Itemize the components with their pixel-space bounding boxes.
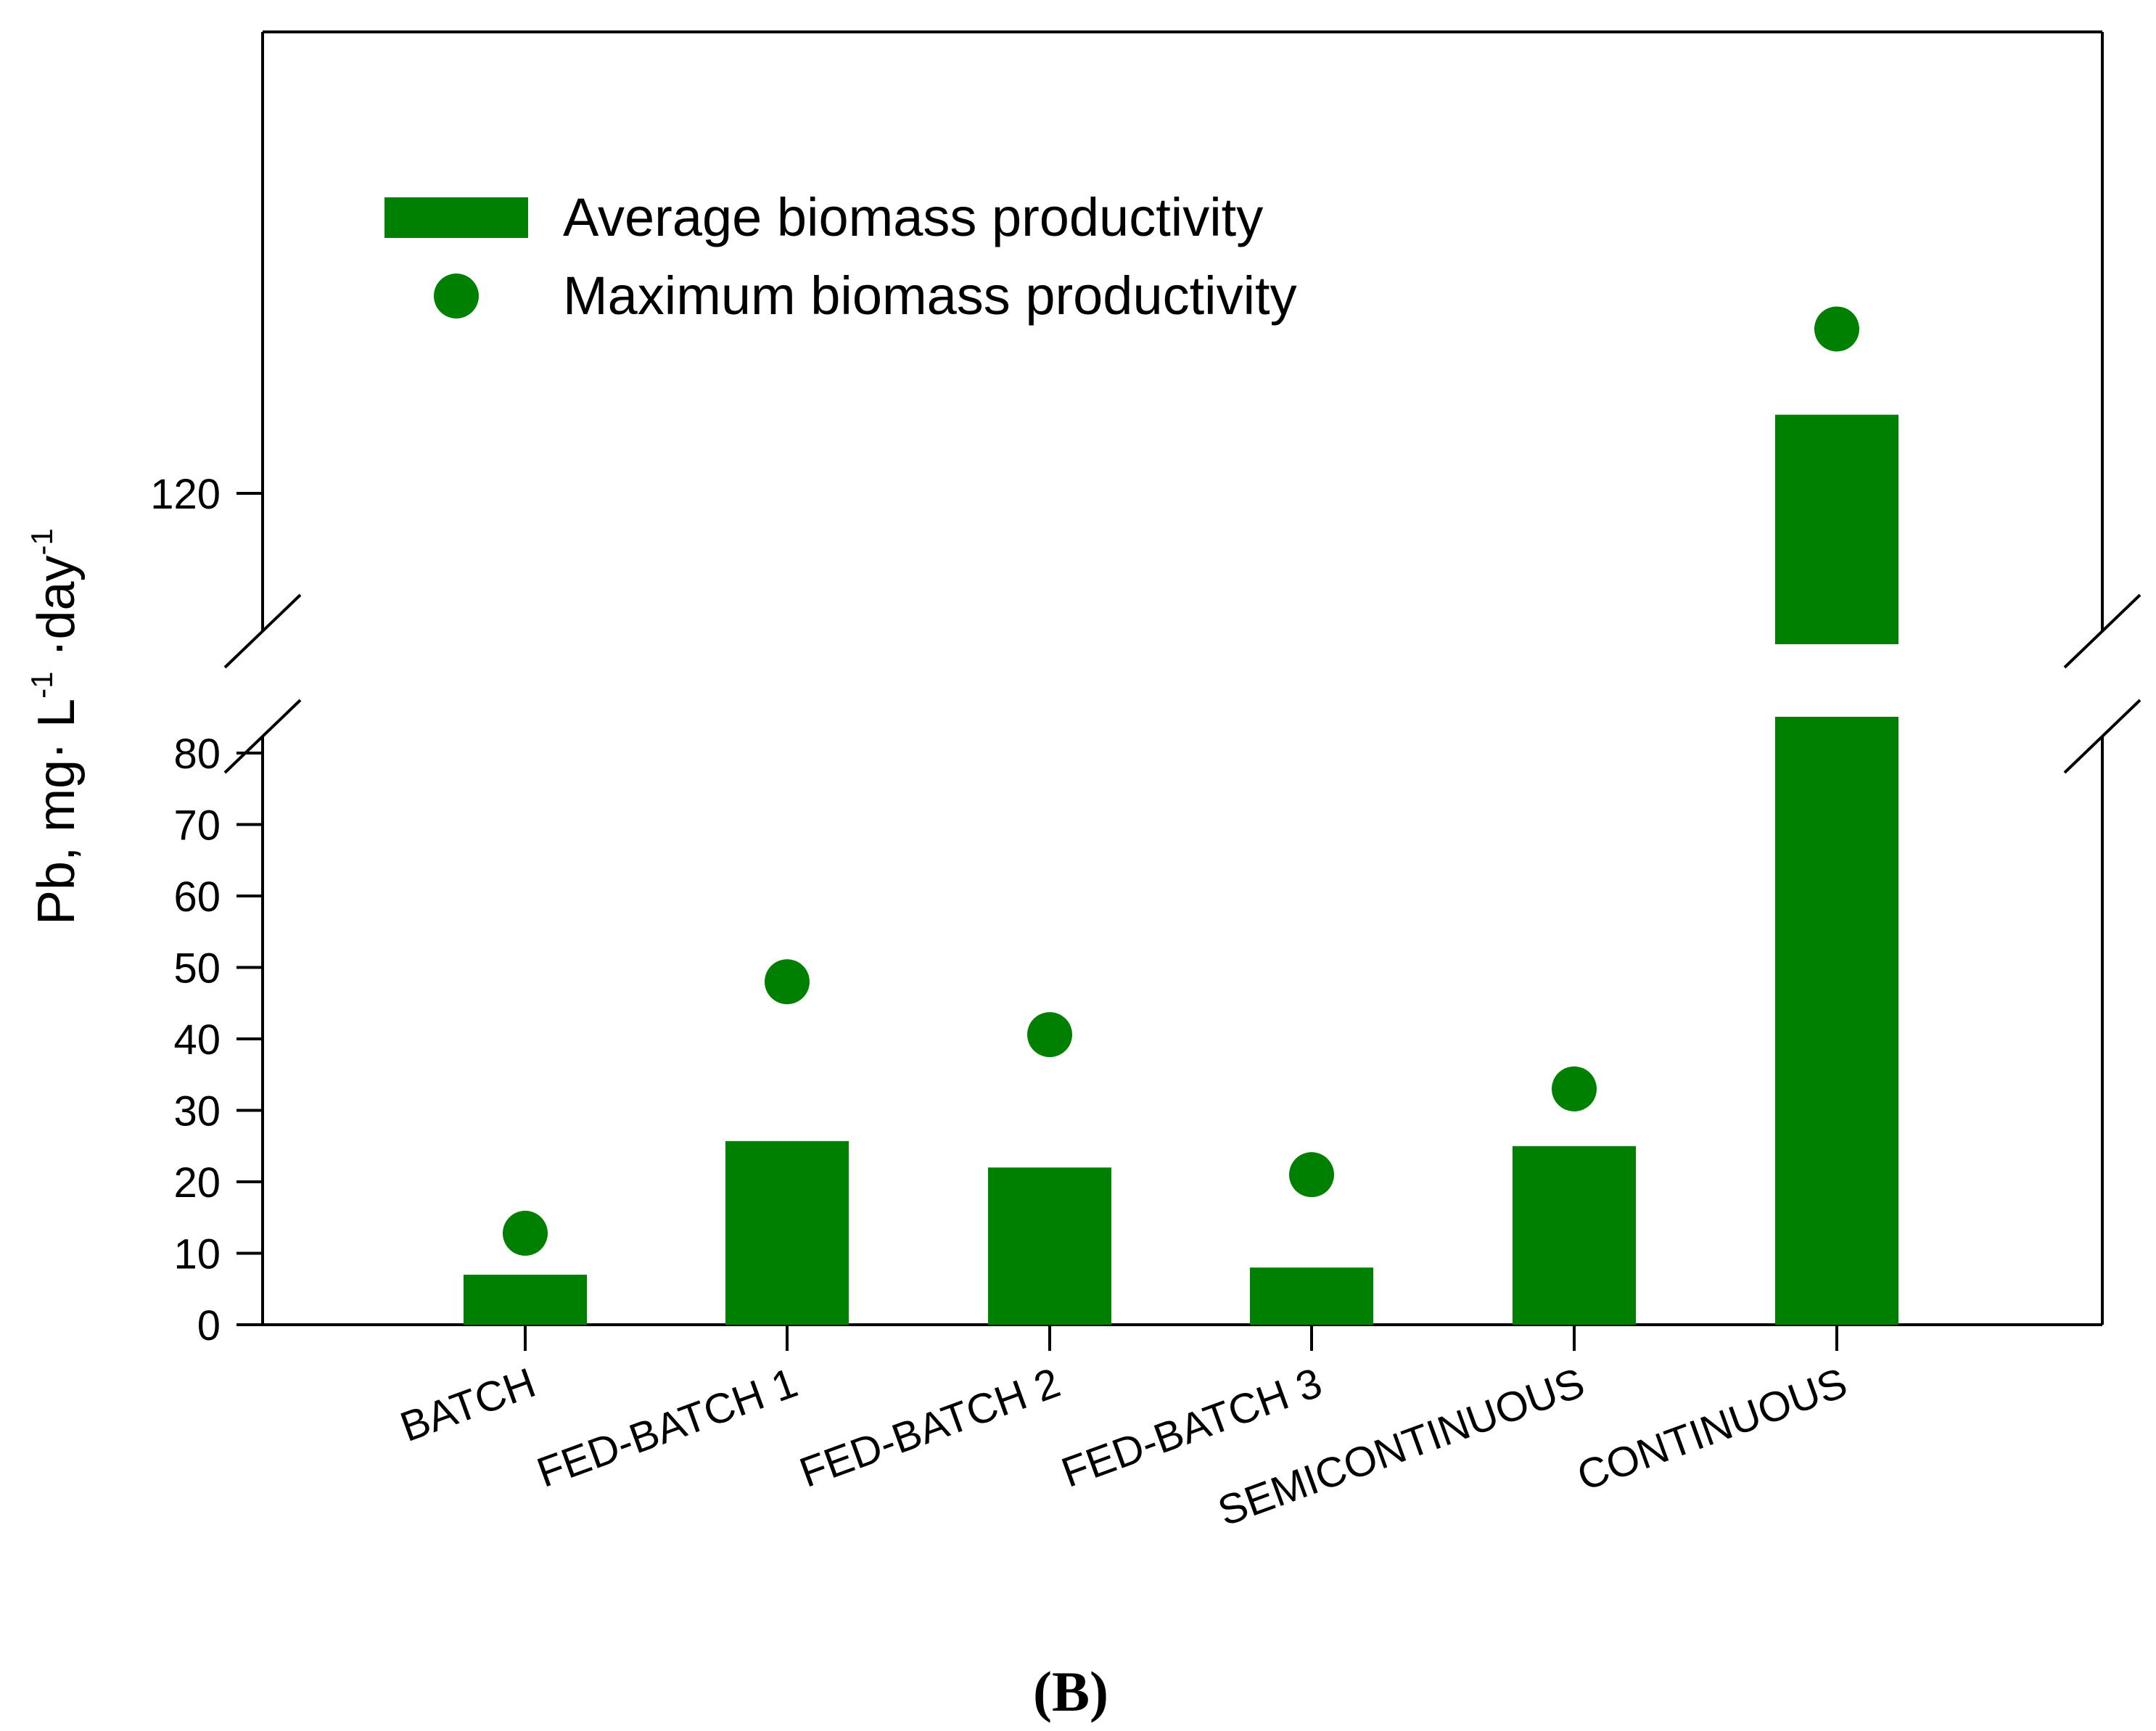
point-fed-batch-3 [1289, 1152, 1334, 1198]
legend-label-maximum: Maximum biomass productivity [563, 266, 1297, 326]
y-tick-50-label: 50 [173, 945, 221, 992]
x-tick-label-fed-batch-1: FED-BATCH 1 [531, 1359, 804, 1497]
bar-continuous-lower [1775, 717, 1898, 1325]
y-axis-label: Pb, mg· L-1 ·day-1 [25, 528, 86, 925]
point-continuous [1814, 306, 1859, 352]
legend: Average biomass productivity Maximum bio… [384, 187, 1297, 326]
panel-label: (B) [1033, 1660, 1108, 1723]
axis-break-right-top [2063, 593, 2141, 669]
axis-break-left-top [223, 593, 302, 669]
x-tick-label-continuous: CONTINUOUS [1571, 1359, 1853, 1500]
x-tick-label-fed-batch-2: FED-BATCH 2 [794, 1359, 1066, 1497]
legend-label-average: Average biomass productivity [563, 187, 1263, 247]
point-semicontinuous [1552, 1066, 1597, 1111]
bars-layer [464, 414, 1898, 1325]
bar-batch [464, 1275, 587, 1325]
bar-semicontinuous [1513, 1146, 1636, 1325]
y-ticks: 0 10 20 30 40 50 60 70 80 120 [150, 471, 263, 1349]
y-tick-80-label: 80 [173, 731, 221, 778]
points-layer [503, 306, 1859, 1256]
axis-break-left-bottom [223, 699, 302, 774]
y-tick-20-label: 20 [173, 1159, 221, 1206]
bar-fed-batch-1 [725, 1140, 849, 1325]
y-tick-40-label: 40 [173, 1016, 221, 1064]
legend-point-swatch [434, 274, 479, 318]
point-fed-batch-1 [765, 959, 810, 1005]
bar-fed-batch-2 [988, 1167, 1111, 1325]
y-tick-10-label: 10 [173, 1231, 221, 1278]
point-batch [503, 1210, 548, 1256]
y-tick-30-label: 30 [173, 1088, 221, 1135]
y-tick-60-label: 60 [173, 873, 221, 921]
point-fed-batch-2 [1027, 1012, 1072, 1058]
y-tick-70-label: 70 [173, 802, 221, 850]
y-tick-0-label: 0 [197, 1302, 221, 1349]
bar-fed-batch-3 [1250, 1267, 1373, 1325]
y-tick-120-label: 120 [150, 471, 221, 518]
legend-bar-swatch [384, 197, 528, 238]
x-tick-label-batch: BATCH [395, 1359, 542, 1451]
bar-continuous-upper [1775, 414, 1898, 644]
axis-break-right-bottom [2063, 699, 2141, 774]
